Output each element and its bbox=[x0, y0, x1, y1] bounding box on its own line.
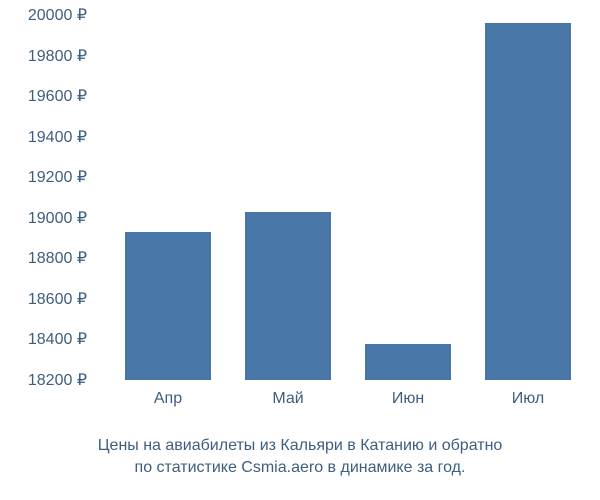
y-tick-label: 18600 ₽ bbox=[28, 289, 87, 309]
bar bbox=[485, 23, 571, 380]
y-tick-label: 19800 ₽ bbox=[28, 46, 87, 66]
caption-line2: по статистике Csmia.aero в динамике за г… bbox=[135, 459, 466, 476]
y-tick-label: 18200 ₽ bbox=[28, 370, 87, 390]
plot-area bbox=[95, 15, 575, 380]
x-tick-label: Июл bbox=[512, 390, 544, 408]
y-axis: 18200 ₽18400 ₽18600 ₽18800 ₽19000 ₽19200… bbox=[0, 0, 95, 380]
caption-line1: Цены на авиабилеты из Кальяри в Катанию … bbox=[98, 437, 503, 454]
chart-caption: Цены на авиабилеты из Кальяри в Катанию … bbox=[0, 435, 600, 480]
y-tick-label: 19200 ₽ bbox=[28, 167, 87, 187]
bar bbox=[365, 344, 451, 381]
bar bbox=[245, 212, 331, 380]
x-tick-label: Июн bbox=[392, 390, 424, 408]
x-tick-label: Май bbox=[272, 390, 303, 408]
y-tick-label: 19000 ₽ bbox=[28, 208, 87, 228]
x-tick-label: Апр bbox=[154, 390, 182, 408]
y-tick-label: 18800 ₽ bbox=[28, 248, 87, 268]
x-axis: Апр Май Июн Июл bbox=[95, 385, 575, 415]
y-tick-label: 18400 ₽ bbox=[28, 329, 87, 349]
y-tick-label: 19600 ₽ bbox=[28, 86, 87, 106]
chart-container: 18200 ₽ 18400 ₽ 18600 ₽ 18800 ₽ 19000 ₽ 19200… bbox=[0, 0, 600, 430]
y-tick-label: 19400 ₽ bbox=[28, 127, 87, 147]
bar bbox=[125, 232, 211, 380]
y-tick-label: 20000 ₽ bbox=[28, 5, 87, 25]
